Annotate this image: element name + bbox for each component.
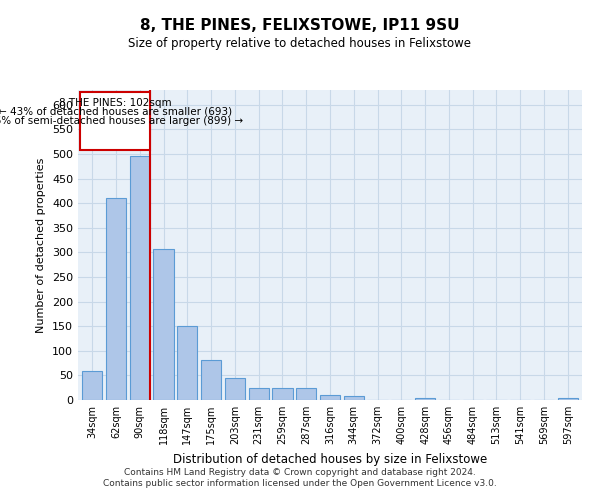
Bar bbox=[296, 388, 316, 400]
Text: Size of property relative to detached houses in Felixstowe: Size of property relative to detached ho… bbox=[128, 38, 472, 51]
Text: Contains HM Land Registry data © Crown copyright and database right 2024.
Contai: Contains HM Land Registry data © Crown c… bbox=[103, 468, 497, 487]
Text: 8, THE PINES, FELIXSTOWE, IP11 9SU: 8, THE PINES, FELIXSTOWE, IP11 9SU bbox=[140, 18, 460, 32]
Bar bbox=[320, 395, 340, 400]
X-axis label: Distribution of detached houses by size in Felixstowe: Distribution of detached houses by size … bbox=[173, 452, 487, 466]
Bar bbox=[201, 360, 221, 400]
FancyBboxPatch shape bbox=[80, 92, 150, 150]
Bar bbox=[154, 249, 173, 400]
Bar bbox=[130, 156, 150, 400]
Y-axis label: Number of detached properties: Number of detached properties bbox=[37, 158, 46, 332]
Bar bbox=[106, 198, 126, 400]
Bar bbox=[272, 388, 293, 400]
Bar bbox=[415, 398, 435, 400]
Bar bbox=[248, 388, 269, 400]
Bar bbox=[344, 396, 364, 400]
Text: 8 THE PINES: 102sqm: 8 THE PINES: 102sqm bbox=[59, 98, 172, 108]
Bar bbox=[177, 326, 197, 400]
Bar bbox=[225, 378, 245, 400]
Bar bbox=[82, 372, 103, 400]
Bar bbox=[557, 398, 578, 400]
Text: ← 43% of detached houses are smaller (693): ← 43% of detached houses are smaller (69… bbox=[0, 106, 232, 117]
Text: 56% of semi-detached houses are larger (899) →: 56% of semi-detached houses are larger (… bbox=[0, 116, 243, 126]
